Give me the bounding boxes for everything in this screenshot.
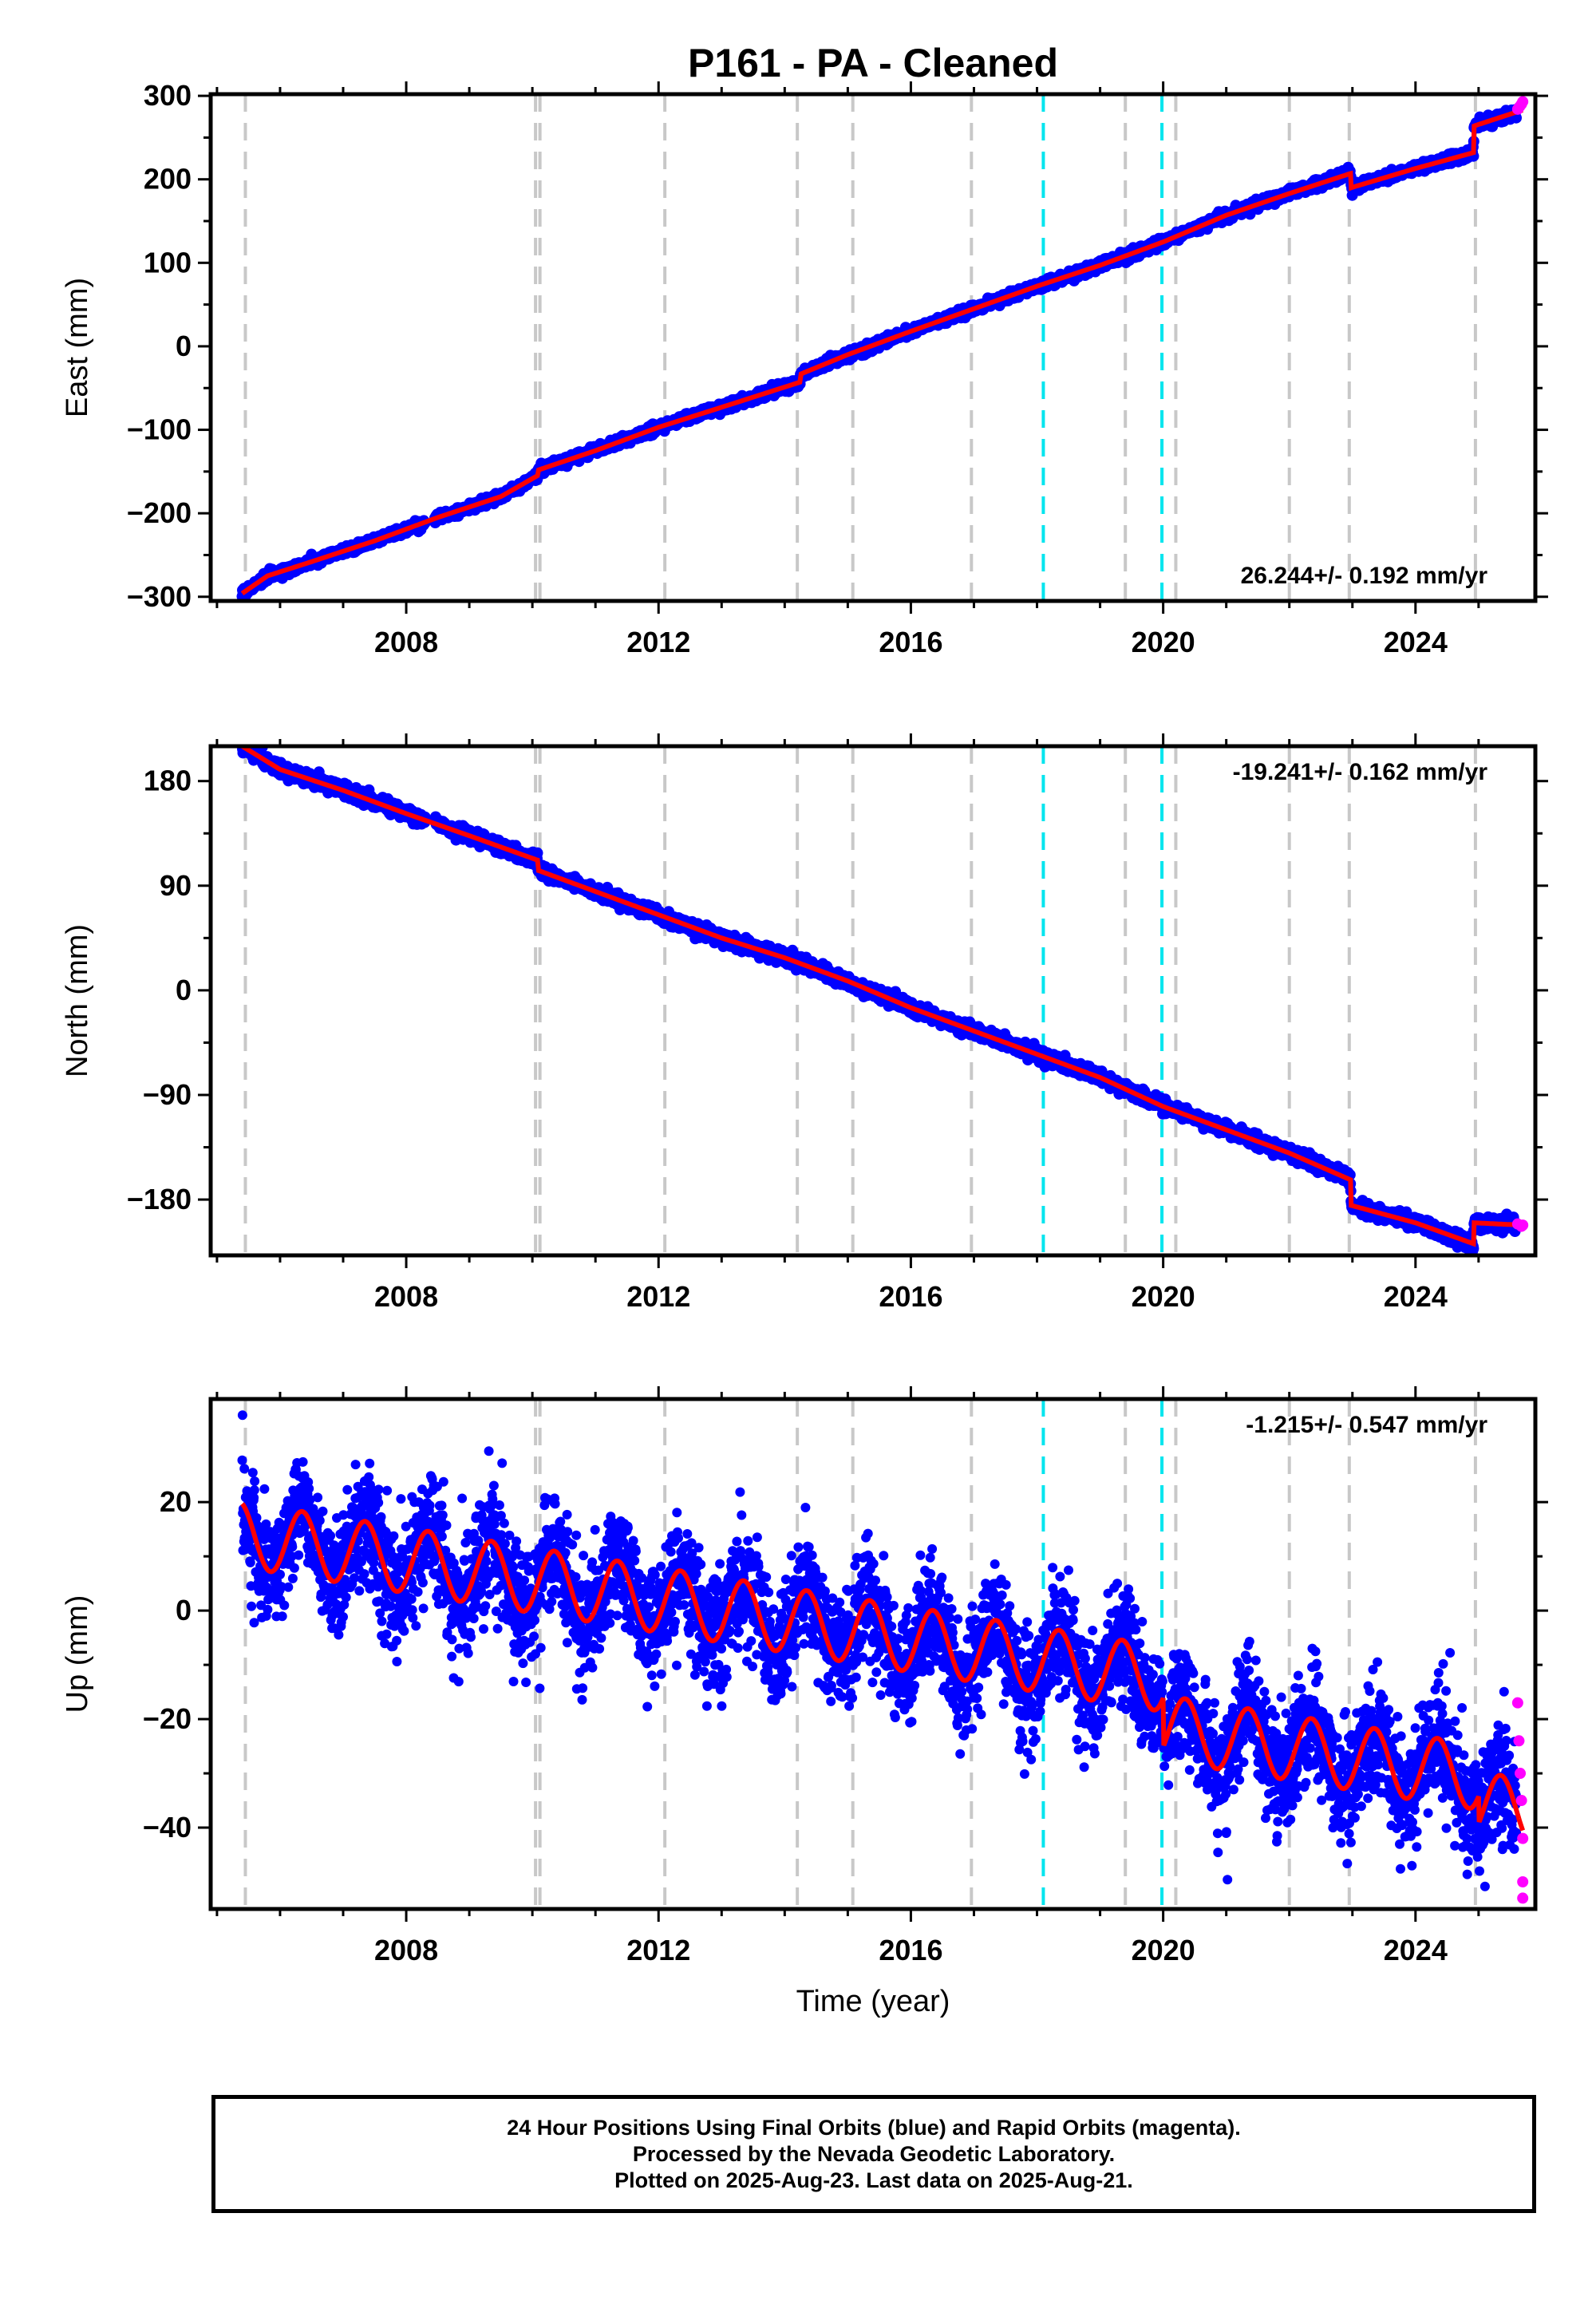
panel-east: 2008 2012 2016 2020 2024 300 200 100 0 −100 −200 −3… bbox=[61, 79, 1548, 658]
x-tick-label: 2016 bbox=[879, 626, 942, 658]
y-tick-label: 0 bbox=[176, 330, 192, 362]
y-tick-label: 300 bbox=[144, 79, 192, 112]
y-tick-label: 200 bbox=[144, 163, 192, 196]
y-tick-label: 100 bbox=[144, 246, 192, 279]
y-tick-label: −300 bbox=[127, 580, 192, 613]
y-axis-label: East (mm) bbox=[61, 278, 94, 417]
rapid-orbit-points bbox=[1511, 96, 1529, 115]
final-orbit-point bbox=[237, 732, 248, 743]
chart-title: P161 - PA - Cleaned bbox=[688, 41, 1058, 85]
final-orbit-point bbox=[239, 733, 250, 744]
plot-area-north bbox=[237, 732, 1529, 1255]
rate-label: 26.244+/- 0.192 mm/yr bbox=[1241, 563, 1488, 589]
x-tick-label: 2012 bbox=[626, 626, 690, 658]
y-tick-label: −200 bbox=[127, 496, 192, 529]
plot-area-east bbox=[236, 94, 1529, 601]
x-tick-label: 2008 bbox=[374, 626, 438, 658]
y-tick-label: −100 bbox=[127, 413, 192, 446]
x-tick-label: 2020 bbox=[1132, 626, 1195, 658]
rapid-orbit-point bbox=[1517, 96, 1529, 108]
x-tick-label: 2024 bbox=[1384, 626, 1448, 658]
